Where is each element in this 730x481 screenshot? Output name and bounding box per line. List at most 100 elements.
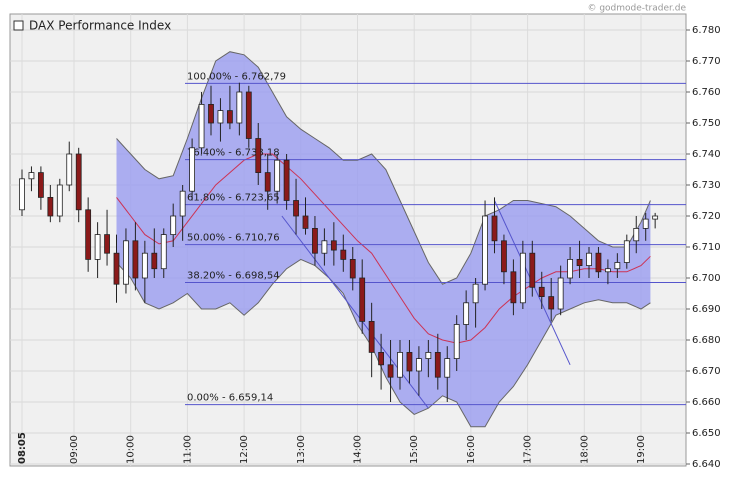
candle-body (56, 184, 63, 217)
candle-body (623, 240, 630, 263)
fib-label: 38.20% - 6.698,54 (187, 271, 280, 282)
candle-body (387, 364, 394, 378)
candle-body (633, 227, 640, 242)
candle-body (642, 218, 649, 229)
candle-body (557, 277, 564, 310)
candle-body (208, 104, 214, 124)
candle-body (236, 91, 243, 124)
candle-body (170, 215, 177, 236)
candle-body (586, 252, 592, 266)
candle-body (75, 153, 82, 211)
candle-body (85, 209, 92, 260)
candle-body (378, 351, 385, 366)
candle-body (38, 172, 44, 198)
candle-body (567, 258, 573, 279)
candle-body (595, 252, 602, 273)
candle-body (425, 351, 432, 359)
candle-body (94, 234, 101, 260)
candle-body (340, 249, 347, 260)
candle-body (302, 215, 309, 229)
candle-body (605, 268, 611, 273)
candle-body (519, 252, 526, 304)
x-tick-label: 14:00 (352, 435, 363, 464)
y-tick-label: 6.710 (692, 242, 721, 253)
candle-body (397, 351, 403, 378)
x-tick-label: 10:00 (126, 435, 137, 464)
candle-body (614, 262, 621, 270)
candle-body (226, 110, 233, 124)
candle-body (453, 324, 460, 359)
candle-body (548, 296, 555, 310)
y-tick-label: 6.750 (692, 118, 721, 129)
y-tick-label: 6.640 (692, 459, 721, 470)
candle-body (444, 358, 451, 378)
candle-body (179, 190, 186, 217)
candle-body (406, 351, 413, 372)
candle-body (132, 240, 139, 279)
candle-body (368, 320, 375, 353)
candle-body (321, 240, 328, 254)
y-tick-label: 6.680 (692, 335, 721, 346)
candle-body (349, 258, 356, 279)
candle-body (576, 258, 583, 266)
candle-body (47, 196, 54, 217)
candle-body (415, 358, 422, 372)
x-tick-label: 16:00 (466, 435, 477, 464)
x-tick-label: 11:00 (182, 435, 193, 464)
x-tick-label: 08:05 (17, 432, 28, 464)
candle-body (472, 283, 479, 304)
y-tick-label: 6.670 (692, 366, 721, 377)
trendline (281, 215, 429, 409)
candle-body (463, 302, 470, 325)
candle-body (501, 240, 507, 273)
candle-body (312, 227, 318, 254)
candle-body (510, 271, 517, 304)
source: © godmode-trader.de (587, 4, 686, 14)
candle-body (198, 104, 205, 149)
candle-body (434, 351, 441, 378)
chart-title: DAX Performance Index (29, 19, 171, 33)
candle-body (538, 286, 545, 297)
candle-body (189, 147, 196, 192)
y-tick-label: 6.660 (692, 397, 721, 408)
y-tick-label: 6.720 (692, 211, 721, 222)
candle-body (28, 172, 35, 180)
candle-body (359, 277, 366, 322)
band-lower (116, 258, 651, 428)
candle-body (66, 153, 73, 186)
x-tick-label: 12:00 (239, 435, 250, 464)
fib-label: 50.00% - 6.710,76 (187, 233, 280, 244)
candle-body (19, 178, 25, 211)
x-tick-label: 19:00 (636, 435, 647, 464)
x-tick-label: 17:00 (523, 435, 534, 464)
band-fill (116, 51, 651, 427)
fib-label: 61.80% - 6.723,65 (187, 193, 280, 204)
candle-body (491, 215, 498, 242)
candle-body (255, 138, 262, 173)
y-tick-label: 6.650 (692, 428, 721, 439)
candle-body (652, 215, 659, 220)
band-upper (116, 51, 651, 285)
y-tick-label: 6.780 (692, 25, 721, 36)
candle-body (264, 172, 271, 192)
candle-body (283, 159, 290, 201)
y-tick-label: 6.760 (692, 87, 721, 98)
candle-body (113, 252, 120, 285)
y-tick-label: 6.740 (692, 149, 721, 160)
legend-box (13, 20, 24, 31)
fib-label: 100.00% - 6.762,79 (187, 71, 286, 82)
candle-body (123, 240, 129, 285)
candle-body (151, 252, 158, 270)
candle-body (330, 240, 337, 251)
candle-body (245, 91, 252, 139)
candle-body (293, 200, 299, 217)
x-tick-label: 15:00 (409, 435, 420, 464)
x-tick-label: 09:00 (69, 435, 80, 464)
fib-label: 0.00% - 6.659,14 (187, 393, 273, 404)
candle-body (274, 159, 281, 192)
candle-body (104, 234, 110, 254)
candle-body (160, 234, 167, 270)
band-middle (116, 153, 651, 344)
candle-body (217, 110, 224, 124)
